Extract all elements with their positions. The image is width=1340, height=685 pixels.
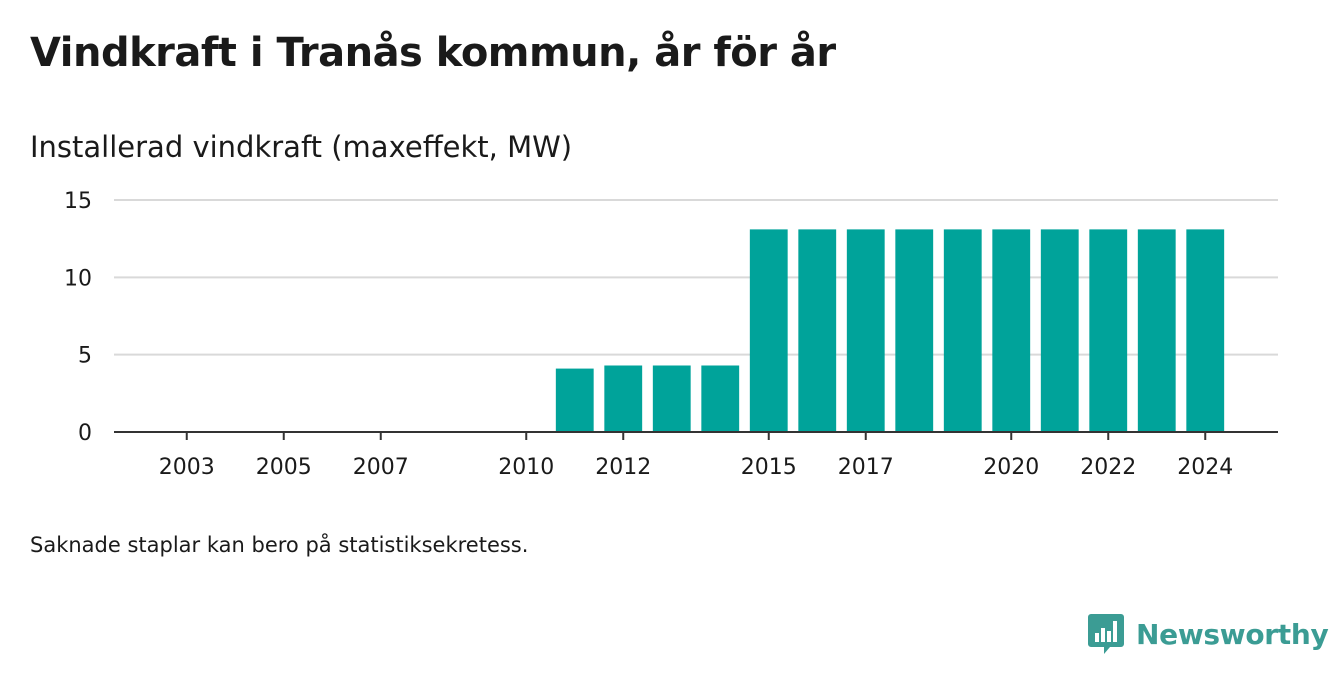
bar-2011 xyxy=(555,368,594,432)
chart-subtitle: Installerad vindkraft (maxeffekt, MW) xyxy=(30,130,573,164)
y-tick-label: 10 xyxy=(64,266,92,291)
bar-2019 xyxy=(943,229,982,432)
chart-title: Vindkraft i Tranås kommun, år för år xyxy=(30,30,836,76)
y-tick-label: 15 xyxy=(64,189,92,214)
bar-2023 xyxy=(1137,229,1176,432)
bar-2017 xyxy=(846,229,885,432)
x-tick-label: 2024 xyxy=(1177,455,1233,480)
x-tick-label: 2022 xyxy=(1080,455,1136,480)
bar-2016 xyxy=(798,229,837,432)
x-tick-label: 2015 xyxy=(741,455,797,480)
y-tick-label: 5 xyxy=(78,344,92,369)
bar-2024 xyxy=(1186,229,1225,432)
x-tick-label: 2007 xyxy=(353,455,409,480)
x-tick-label: 2020 xyxy=(983,455,1039,480)
bar-2020 xyxy=(992,229,1031,432)
x-tick-label: 2012 xyxy=(595,455,651,480)
bar-2012 xyxy=(604,365,643,432)
brand-name: Newsworthy xyxy=(1136,617,1329,651)
bar-2021 xyxy=(1040,229,1079,432)
bar-2022 xyxy=(1089,229,1128,432)
bars xyxy=(555,229,1225,432)
footnote: Saknade staplar kan bero på statistiksek… xyxy=(30,533,529,557)
bar-2018 xyxy=(895,229,934,432)
x-tick-label: 2017 xyxy=(838,455,894,480)
x-tick-label: 2003 xyxy=(159,455,215,480)
bar-2013 xyxy=(652,365,691,432)
bar-2014 xyxy=(701,365,740,432)
gridlines xyxy=(114,199,1278,356)
x-axis-ticks: 2003 2005 2007 2010 2012 2015 2017 2020 2022 2024 xyxy=(159,432,1233,480)
brand-logo[interactable]: Newsworthy xyxy=(1088,610,1329,658)
x-tick-label: 2010 xyxy=(498,455,554,480)
bar-2015 xyxy=(749,229,788,432)
x-tick-label: 2005 xyxy=(256,455,312,480)
y-tick-label: 0 xyxy=(78,421,92,446)
y-axis-ticks: 0 5 10 15 xyxy=(64,189,92,446)
newsworthy-logo-icon xyxy=(1088,614,1124,654)
